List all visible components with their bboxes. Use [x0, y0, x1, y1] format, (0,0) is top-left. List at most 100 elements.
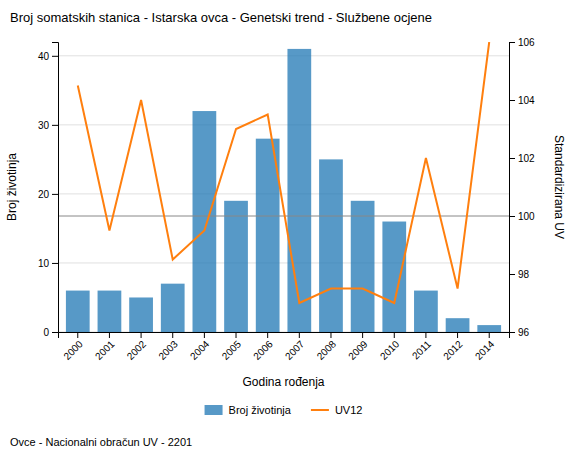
grid-line: [58, 262, 509, 263]
y-axis-title: Broj životinja: [5, 153, 19, 221]
tick-mark: [52, 56, 58, 57]
x-tick: 2004: [188, 332, 212, 362]
bar: [287, 49, 311, 332]
y2-tick: 98: [509, 269, 530, 280]
tick-mark: [509, 42, 515, 43]
tick-label: 2001: [93, 338, 117, 362]
x-axis-title: Godina rođenja: [242, 375, 324, 389]
x-tick: 2011: [410, 332, 433, 361]
tick-label: 2009: [346, 338, 370, 362]
x-tick: 2000: [61, 332, 85, 362]
x-tick: 2008: [315, 332, 339, 362]
tick-label: 106: [518, 37, 535, 48]
y2-tick: 100: [509, 211, 535, 222]
marks: [58, 42, 509, 332]
x-tick: 2007: [283, 332, 307, 362]
tick-mark: [509, 274, 515, 275]
y-axis: 0 10 20 30 40: [38, 43, 59, 338]
tick-label: 10: [38, 258, 50, 269]
tick-mark: [236, 332, 237, 338]
grid-line: [58, 55, 509, 56]
tick-mark: [425, 332, 426, 338]
x-axis: 2000 2001 2002 2003 2004 2005 2006 2007 2008 2009…: [59, 332, 510, 362]
tick-mark: [77, 332, 78, 338]
y-tick: 0: [43, 327, 58, 338]
axis-line: [59, 333, 510, 339]
tick-label: 2007: [283, 338, 307, 362]
tick-mark: [267, 332, 268, 338]
tick-mark: [330, 332, 331, 338]
footnote: Ovce - Nacionalni obračun UV - 2201: [10, 436, 192, 448]
line: [78, 42, 489, 303]
legend-item: Broj životinja: [205, 404, 292, 416]
tick-label: 20: [38, 189, 50, 200]
tick-label: 104: [518, 95, 535, 106]
bar: [129, 297, 153, 332]
y2-tick: 104: [509, 95, 535, 106]
tick-label: 2011: [410, 338, 433, 361]
bar-series: [66, 49, 501, 332]
legend-swatch: [205, 405, 223, 415]
y-tick: 40: [38, 51, 58, 62]
tick-mark: [362, 332, 363, 338]
bar: [224, 201, 248, 332]
tick-mark: [509, 216, 515, 217]
legend-label: UV12: [335, 404, 363, 416]
tick-label: 96: [518, 327, 530, 338]
y-tick: 20: [38, 189, 58, 200]
y2-tick: 106: [509, 37, 535, 48]
grid-line: [58, 193, 509, 194]
tick-label: 102: [518, 153, 535, 164]
tick-mark: [52, 263, 58, 264]
tick-label: 2000: [61, 338, 85, 362]
tick-label: 2010: [378, 338, 402, 362]
tick-label: 2002: [125, 338, 149, 362]
x-tick: 2003: [156, 332, 180, 362]
axis-line: [510, 43, 516, 333]
tick-mark: [509, 332, 515, 333]
reference-line: [58, 216, 509, 217]
tick-mark: [141, 332, 142, 338]
tick-mark: [394, 332, 395, 338]
bar: [351, 201, 375, 332]
x-tick: 2001: [93, 332, 117, 362]
tick-label: 2004: [188, 338, 212, 362]
title: Broj somatskih stanica - Istarska ovca -…: [10, 10, 432, 25]
tick-label: 2006: [251, 338, 275, 362]
x-tick: 2009: [346, 332, 370, 362]
x-tick: 2006: [251, 332, 275, 362]
tick-mark: [204, 332, 205, 338]
legend: Broj životinja UV12: [205, 404, 363, 416]
x-tick: 2014: [473, 332, 497, 362]
legend-item: UV12: [311, 404, 363, 416]
y2-tick: 102: [509, 153, 535, 164]
plot-area: 2000200120022003200420052006200720082009…: [38, 37, 535, 362]
bar: [161, 284, 185, 332]
bar: [98, 291, 122, 332]
tick-mark: [109, 332, 110, 338]
grid-line: [58, 124, 509, 125]
x-tick: 2012: [441, 332, 465, 362]
grid: [58, 56, 509, 332]
y2-tick: 96: [509, 327, 530, 338]
tick-mark: [52, 332, 58, 333]
y-tick: 30: [38, 120, 58, 131]
tick-label: 0: [43, 327, 49, 338]
tick-mark: [172, 332, 173, 338]
bar: [446, 318, 470, 332]
legend-swatch: [311, 409, 329, 411]
y2-axis-title: Standardizirana UV: [552, 135, 566, 239]
tick-label: 2014: [473, 338, 497, 362]
tick-label: 40: [38, 51, 50, 62]
bar: [414, 291, 438, 332]
x-tick: 2005: [220, 332, 244, 362]
legend-label: Broj životinja: [229, 404, 292, 416]
tick-mark: [52, 125, 58, 126]
tick-label: 30: [38, 120, 50, 131]
tick-mark: [52, 194, 58, 195]
bar: [477, 325, 501, 332]
tick-label: 2012: [441, 338, 465, 362]
y-tick: 10: [38, 258, 58, 269]
tick-label: 2008: [315, 338, 339, 362]
chart: 2000200120022003200420052006200720082009…: [0, 0, 567, 454]
